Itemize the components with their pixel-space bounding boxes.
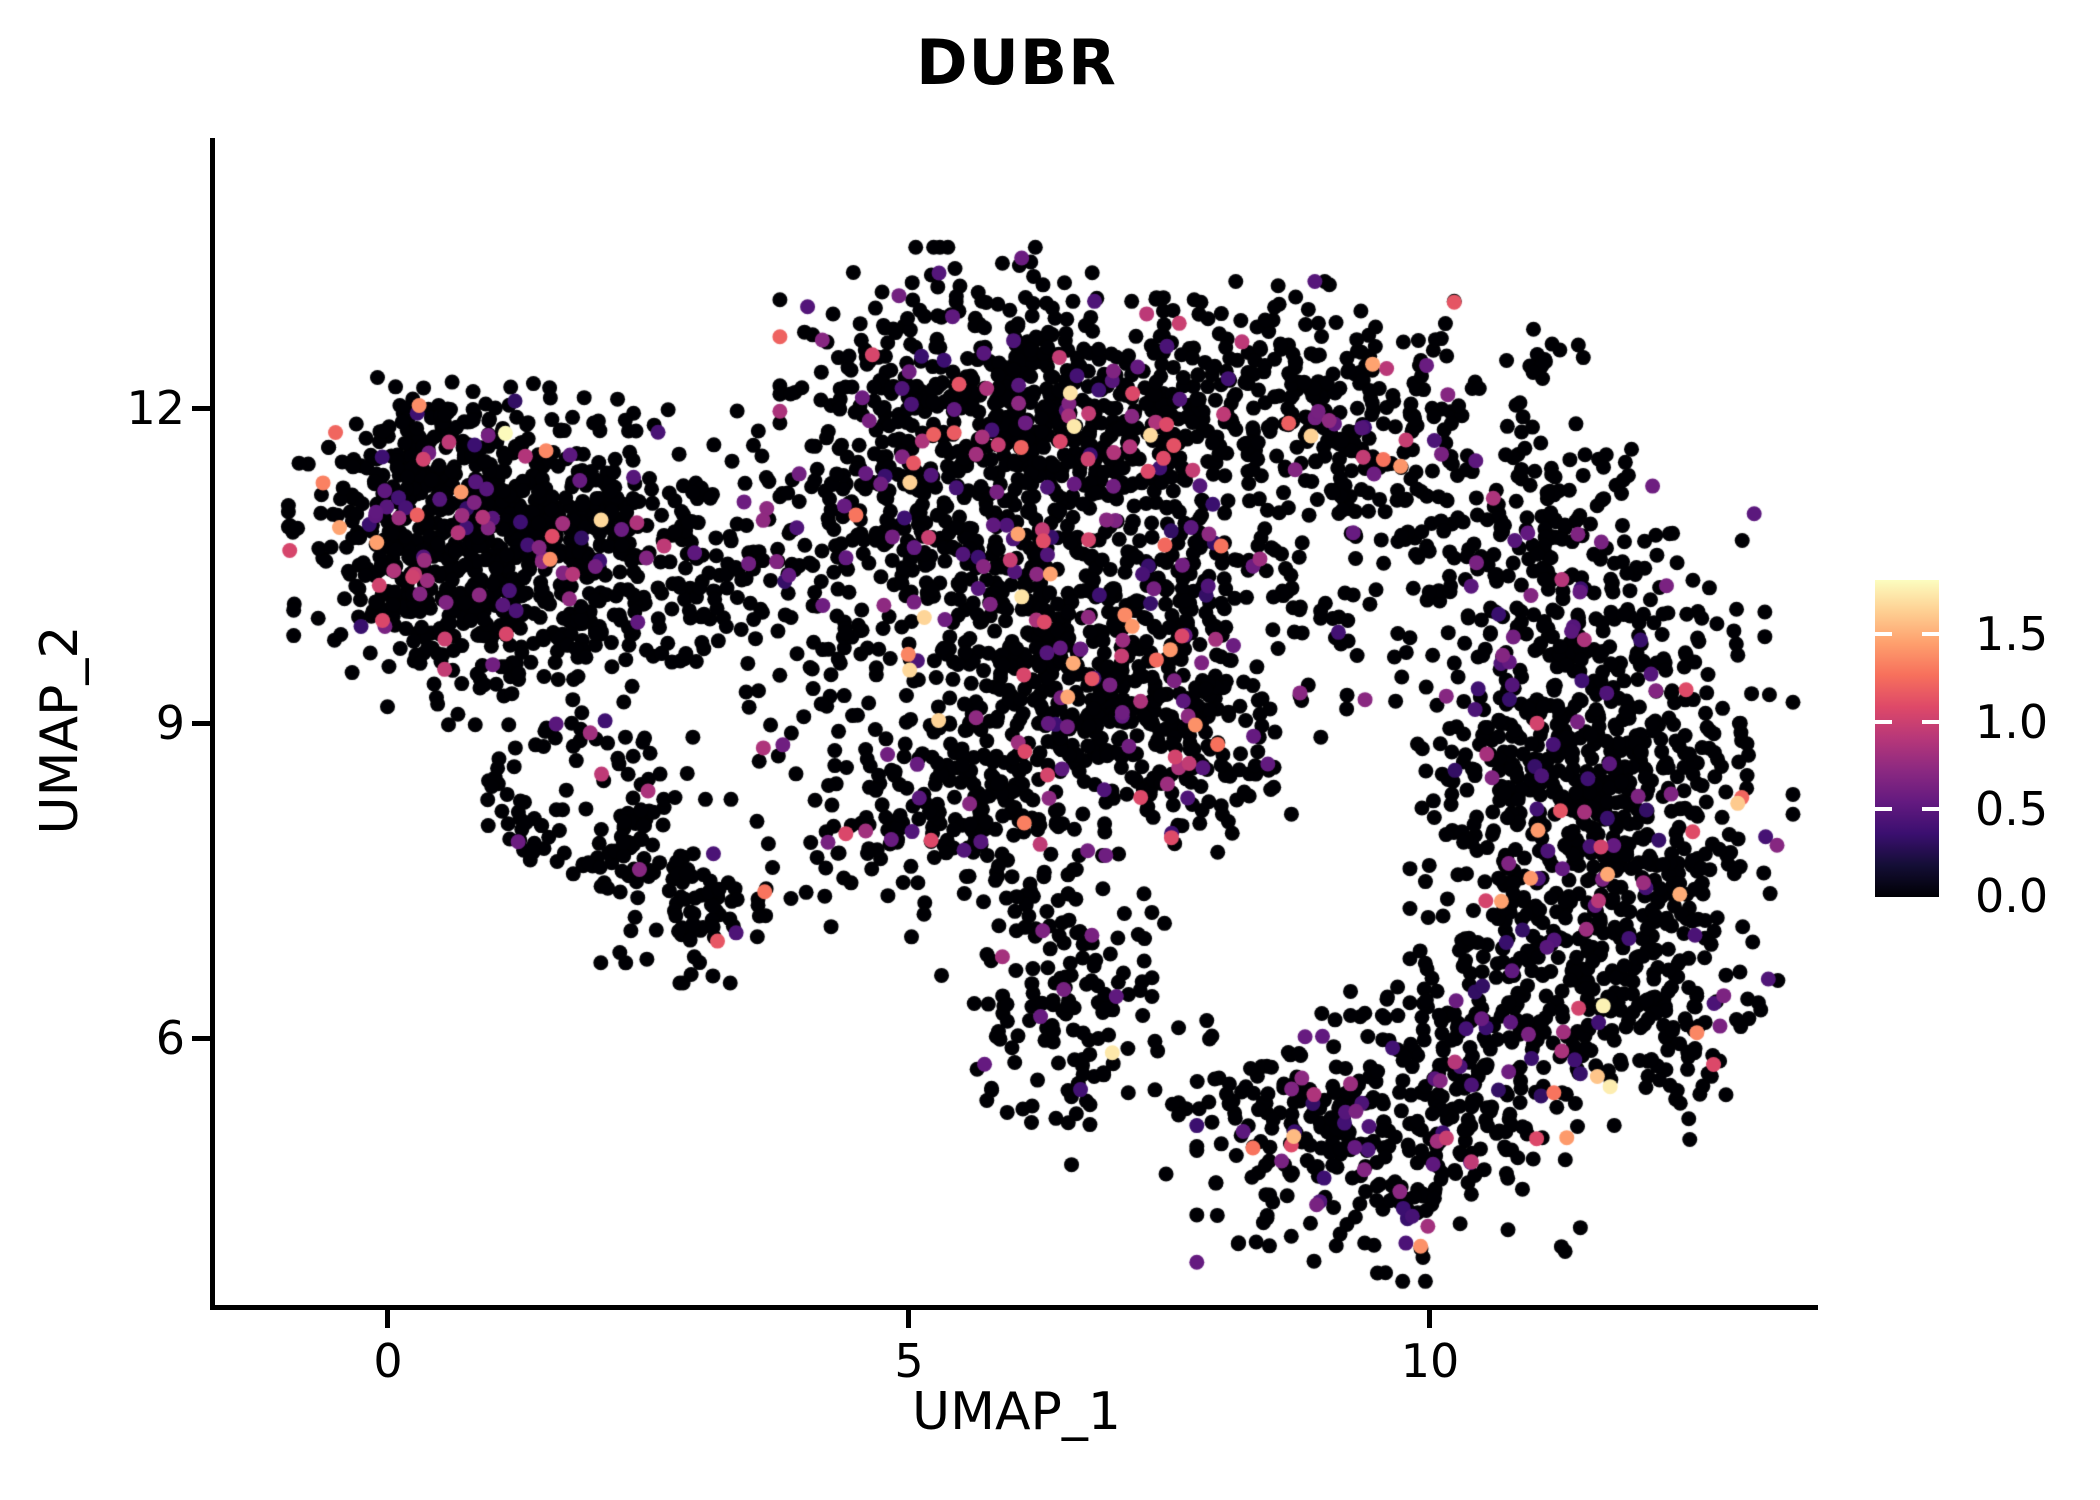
colorbar-tick-0.5 xyxy=(1922,807,1939,811)
x-axis-line xyxy=(210,1305,1818,1310)
colorbar-tick-1.5 xyxy=(1922,632,1939,636)
y-tick-mark-6 xyxy=(192,1036,210,1041)
x-axis-title: UMAP_1 xyxy=(912,1382,1121,1442)
colorbar-label-0.0: 0.0 xyxy=(1975,869,2049,923)
y-axis-line xyxy=(210,138,215,1310)
x-tick-mark-0 xyxy=(385,1310,390,1328)
colorbar-gradient xyxy=(1875,580,1939,897)
x-tick-label-5: 5 xyxy=(894,1334,924,1388)
x-tick-label-0: 0 xyxy=(373,1334,403,1388)
y-tick-label-6: 6 xyxy=(155,1011,185,1065)
y-tick-mark-12 xyxy=(192,406,210,411)
x-tick-label-10: 10 xyxy=(1400,1334,1460,1388)
colorbar-tick-1.0 xyxy=(1875,720,1892,724)
umap-scatter-canvas xyxy=(215,138,1818,1305)
expression-colorbar: 1.5 1.0 0.5 0.0 xyxy=(1875,580,2048,923)
colorbar-label-1.5: 1.5 xyxy=(1975,607,2049,661)
y-tick-label-9: 9 xyxy=(155,696,185,750)
y-tick-label-12: 12 xyxy=(126,381,185,435)
colorbar-label-1.0: 1.0 xyxy=(1975,695,2049,749)
x-tick-mark-10 xyxy=(1427,1310,1432,1328)
plot-title: DUBR xyxy=(916,26,1117,99)
colorbar-tick-1.0 xyxy=(1922,720,1939,724)
colorbar-tick-0.5 xyxy=(1875,807,1892,811)
y-tick-mark-9 xyxy=(192,721,210,726)
colorbar-label-0.5: 0.5 xyxy=(1975,782,2049,836)
y-axis-title: UMAP_2 xyxy=(30,625,90,835)
plot-area: 0 5 10 12 9 6 xyxy=(126,138,1818,1388)
colorbar-tick-1.5 xyxy=(1875,632,1892,636)
x-tick-mark-5 xyxy=(906,1310,911,1328)
